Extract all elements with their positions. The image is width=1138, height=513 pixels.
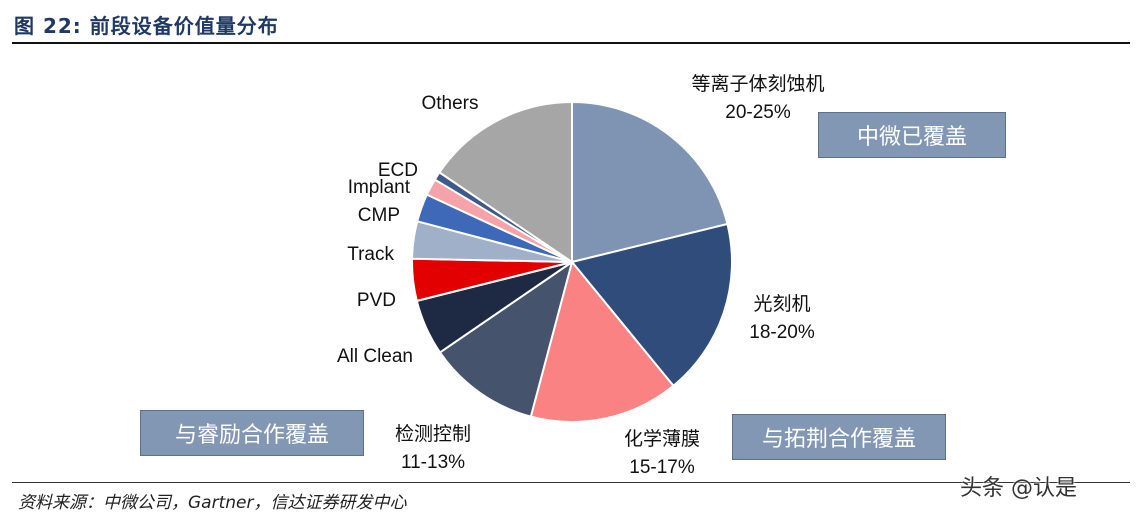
tag-ruili-cooperation: 与睿励合作覆盖 [140, 410, 364, 456]
footer-rule [12, 482, 1130, 483]
slice-label-litho: 光刻机 [753, 293, 810, 315]
figure-title: 图 22: 前段设备价值量分布 [14, 14, 279, 38]
slice-value-metrology: 11-13% [401, 452, 465, 473]
slice-label-implant: Implant [348, 177, 411, 198]
tag-zhongwei-covered: 中微已覆盖 [818, 112, 1006, 158]
slice-label-track: Track [347, 244, 394, 265]
source-note: 资料来源：中微公司，Gartner，信达证券研发中心 [18, 493, 407, 513]
slice-label-cvd: 化学薄膜 [624, 428, 700, 450]
pie-slice-others [438, 100, 573, 264]
pie-slice-litho [570, 222, 733, 388]
slice-label-etch: 等离子体刻蚀机 [691, 73, 824, 95]
slice-value-cvd: 15-17% [629, 457, 695, 478]
slice-label-others: Others [421, 93, 478, 114]
pie-slices [411, 100, 733, 423]
slice-value-litho: 18-20% [749, 322, 815, 343]
pie-labels: 等离子体刻蚀机 20-25% 光刻机 18-20% 化学薄膜 15-17% 检测控制 11-1… [337, 73, 825, 478]
pie-slice-metrology [438, 259, 574, 418]
slice-label-clean: All Clean [337, 346, 413, 367]
slice-label-pvd: PVD [357, 290, 396, 311]
pie-slice-cvd [529, 259, 675, 423]
slice-label-metrology: 检测控制 [395, 423, 471, 445]
watermark: 头条 @认是 [960, 476, 1077, 501]
title-underline [12, 42, 1130, 44]
tag-tuojing-cooperation: 与拓荆合作覆盖 [732, 414, 946, 460]
slice-value-etch: 20-25% [725, 102, 791, 123]
slice-label-ecd: ECD [378, 160, 418, 181]
slice-label-cmp: CMP [358, 205, 400, 226]
pie-slice-etch [571, 100, 729, 264]
